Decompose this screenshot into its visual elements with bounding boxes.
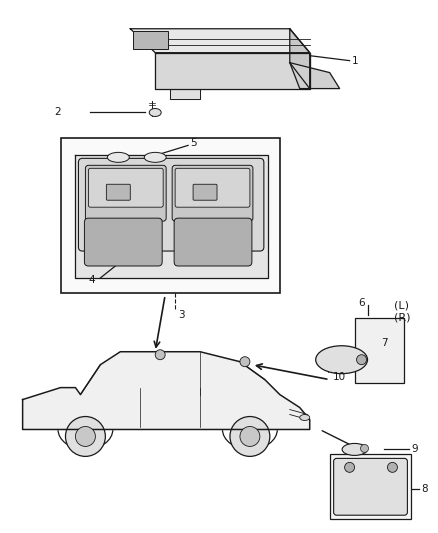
Circle shape bbox=[230, 416, 270, 456]
Ellipse shape bbox=[144, 152, 166, 163]
FancyBboxPatch shape bbox=[106, 184, 130, 200]
FancyBboxPatch shape bbox=[85, 218, 162, 266]
Circle shape bbox=[360, 445, 368, 453]
Ellipse shape bbox=[300, 415, 310, 421]
Circle shape bbox=[345, 462, 355, 472]
Text: 8: 8 bbox=[421, 484, 428, 494]
FancyBboxPatch shape bbox=[193, 184, 217, 200]
FancyBboxPatch shape bbox=[85, 165, 166, 221]
Bar bbox=[355, 318, 404, 383]
Bar bbox=[330, 455, 411, 519]
Ellipse shape bbox=[316, 346, 367, 374]
Bar bbox=[133, 31, 168, 49]
FancyBboxPatch shape bbox=[334, 458, 407, 515]
FancyBboxPatch shape bbox=[172, 165, 253, 221]
FancyBboxPatch shape bbox=[88, 168, 163, 207]
Polygon shape bbox=[170, 88, 200, 99]
Polygon shape bbox=[290, 63, 339, 88]
Circle shape bbox=[357, 355, 367, 365]
Circle shape bbox=[240, 357, 250, 367]
Circle shape bbox=[388, 462, 397, 472]
Ellipse shape bbox=[342, 443, 367, 455]
Text: 10: 10 bbox=[332, 372, 346, 382]
Text: 9: 9 bbox=[411, 445, 418, 455]
Text: 4: 4 bbox=[89, 275, 95, 285]
Circle shape bbox=[155, 350, 165, 360]
Ellipse shape bbox=[149, 109, 161, 117]
Text: 2: 2 bbox=[54, 108, 60, 117]
Bar bbox=[60, 139, 280, 293]
Text: (R): (R) bbox=[395, 313, 411, 323]
Polygon shape bbox=[75, 155, 268, 278]
Ellipse shape bbox=[107, 152, 129, 163]
Circle shape bbox=[240, 426, 260, 447]
Polygon shape bbox=[130, 29, 310, 53]
Polygon shape bbox=[290, 29, 310, 88]
Text: 3: 3 bbox=[178, 310, 185, 320]
FancyBboxPatch shape bbox=[174, 218, 252, 266]
Text: 7: 7 bbox=[381, 338, 388, 348]
Circle shape bbox=[66, 416, 106, 456]
Polygon shape bbox=[23, 352, 310, 430]
FancyBboxPatch shape bbox=[78, 158, 264, 251]
Polygon shape bbox=[155, 53, 310, 88]
Text: 5: 5 bbox=[190, 139, 197, 148]
Text: (L): (L) bbox=[395, 301, 410, 311]
FancyBboxPatch shape bbox=[175, 168, 250, 207]
Text: 6: 6 bbox=[358, 298, 365, 308]
Circle shape bbox=[75, 426, 95, 447]
Text: 1: 1 bbox=[352, 55, 358, 66]
